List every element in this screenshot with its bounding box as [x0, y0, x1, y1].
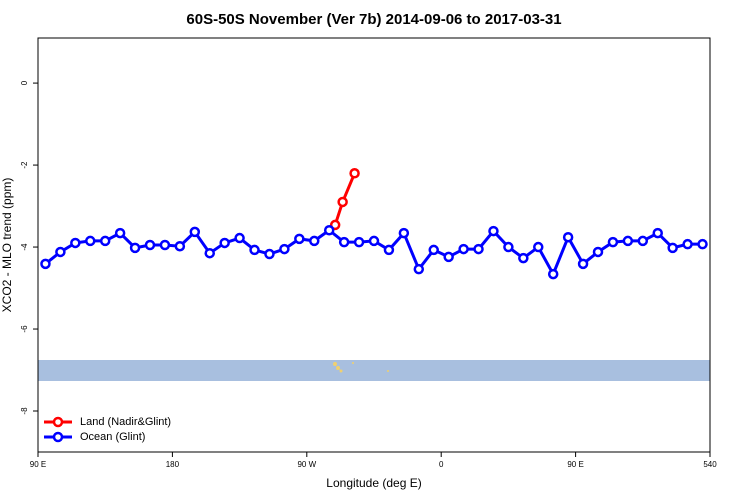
data-point: [323, 224, 335, 236]
data-point: [488, 225, 499, 237]
x-tick-label: 540: [703, 460, 717, 469]
data-point: [652, 227, 663, 239]
land-dot: [387, 370, 389, 372]
data-point: [577, 258, 589, 270]
data-point: [353, 236, 365, 248]
data-point: [144, 239, 156, 251]
data-point: [234, 232, 245, 244]
land-dot: [336, 366, 340, 370]
data-point: [607, 236, 619, 248]
data-point: [249, 244, 260, 256]
land-dot: [333, 362, 337, 366]
data-point: [349, 168, 360, 179]
data-point: [70, 237, 81, 249]
legend-label: Ocean (Glint): [80, 431, 145, 443]
y-tick-label: -4: [20, 243, 29, 251]
x-tick-label: 90 E: [567, 460, 583, 469]
y-tick-label: -8: [20, 407, 29, 415]
data-point: [428, 244, 439, 256]
x-axis-label: Longitude (deg E): [326, 476, 421, 490]
data-point: [547, 268, 559, 280]
data-point: [413, 263, 425, 275]
data-point: [129, 242, 141, 254]
data-point: [592, 246, 604, 258]
data-point: [398, 227, 410, 239]
data-point: [443, 251, 454, 263]
legend-label: Land (Nadir&Glint): [80, 416, 171, 428]
data-point: [503, 241, 514, 253]
data-point: [368, 235, 380, 247]
data-point: [55, 246, 66, 258]
data-point: [85, 235, 96, 247]
data-point: [40, 258, 51, 270]
data-point: [562, 231, 574, 243]
data-point: [473, 243, 484, 255]
data-point: [383, 244, 395, 256]
data-point: [458, 243, 469, 255]
map-strip: [38, 360, 710, 381]
data-point: [637, 235, 649, 247]
data-point: [309, 235, 320, 247]
legend-marker: [52, 416, 64, 428]
y-tick-label: 0: [20, 80, 29, 85]
land-dot: [339, 369, 343, 373]
data-point: [99, 235, 111, 247]
data-point: [264, 248, 275, 260]
data-point: [518, 252, 529, 264]
y-tick-label: -2: [20, 161, 29, 169]
data-point: [204, 247, 215, 259]
x-tick-label: 0: [439, 460, 444, 469]
data-point: [622, 235, 634, 247]
data-point: [279, 243, 290, 255]
data-point: [682, 238, 693, 250]
data-point: [174, 240, 186, 252]
x-tick-label: 180: [166, 460, 180, 469]
land-dot: [352, 362, 354, 364]
x-tick-label: 90 W: [297, 460, 316, 469]
y-axis-label: XCO2 - MLO trend (ppm): [0, 178, 14, 313]
data-point: [159, 239, 171, 251]
data-point: [219, 237, 230, 249]
legend-marker: [52, 431, 64, 443]
data-point: [667, 242, 678, 254]
y-tick-label: -6: [20, 325, 29, 333]
x-tick-label: 90 E: [30, 460, 46, 469]
data-point: [337, 196, 348, 208]
data-point: [338, 236, 350, 248]
chart-title: 60S-50S November (Ver 7b) 2014-09-06 to …: [186, 11, 561, 28]
plot-frame: [37, 37, 711, 453]
data-point: [697, 238, 708, 250]
data-point: [533, 241, 544, 253]
data-point: [189, 226, 201, 238]
data-point: [114, 227, 126, 239]
data-point: [294, 233, 305, 245]
